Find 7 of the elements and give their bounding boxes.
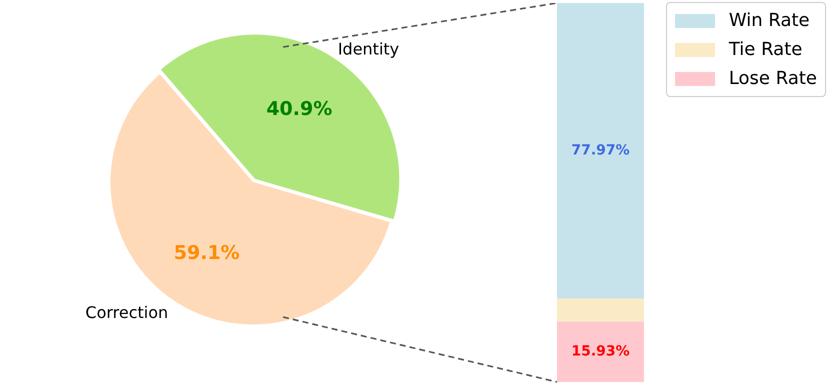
legend-label: Tie Rate (728, 39, 802, 60)
slice-label: Correction (85, 302, 168, 322)
data-label: 59.1% (174, 242, 240, 264)
legend-label: Win Rate (728, 10, 810, 31)
data-label: 77.97% (571, 142, 630, 158)
data-label: 15.93% (571, 343, 630, 360)
legend-label: Lose Rate (728, 68, 817, 89)
